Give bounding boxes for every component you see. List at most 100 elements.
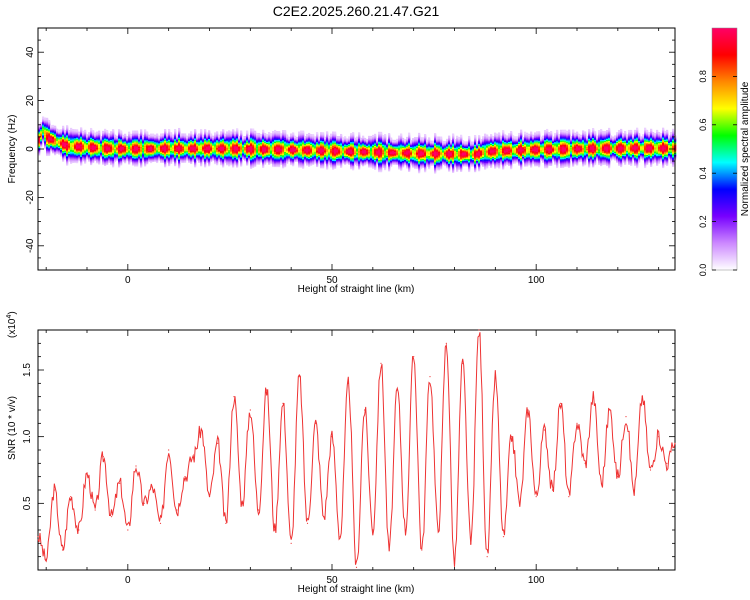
spectrogram-cell [250, 128, 253, 131]
spectrogram-cell [112, 129, 115, 132]
spectrogram-cell [370, 135, 373, 139]
spectrogram-cell [242, 135, 245, 139]
spectrogram-cell [130, 133, 133, 137]
spectrogram-cell [308, 132, 311, 136]
spectrogram-cell [118, 129, 121, 132]
spectrogram-cell [58, 129, 61, 132]
spectrogram-cell [148, 134, 151, 137]
spectrogram-cell [78, 131, 81, 134]
spectrogram-cell [50, 125, 53, 128]
spectrogram-cell [48, 119, 51, 123]
spectrogram-cell [290, 133, 293, 136]
spectrogram-cell [324, 136, 327, 139]
spectrogram-cell [206, 132, 209, 135]
spectrogram-cell [120, 130, 123, 133]
spectrogram-cell [140, 129, 143, 132]
spectrogram-cell [356, 136, 359, 139]
spectrogram-cell [238, 135, 241, 139]
spectrogram-cell [134, 130, 137, 133]
spectrogram-cell [72, 129, 75, 132]
spectrogram-cells [38, 116, 677, 174]
spectrogram-cell [226, 131, 229, 134]
spectrogram-cell [282, 130, 285, 133]
spectrogram-cell [276, 131, 279, 134]
spectrogram-cell [230, 131, 233, 134]
spectrogram-cell [54, 125, 57, 129]
spectrogram-cell [346, 138, 349, 141]
spectrogram-cell [88, 132, 91, 135]
spectrogram-cell [182, 133, 185, 136]
spectrogram-cell [92, 130, 95, 133]
spectrogram-cell [256, 132, 259, 136]
spectrogram-cell [104, 128, 107, 132]
spectrogram-cell [288, 136, 291, 139]
spectrogram-cell [114, 134, 117, 137]
spectrogram-cell [178, 127, 181, 131]
spectrogram-cell [362, 135, 365, 138]
spectrogram-cell [122, 134, 125, 138]
spectrogram-cell [244, 136, 247, 139]
spectrogram-cell [136, 130, 139, 133]
spectrogram-cell [152, 133, 155, 136]
spectrogram-cell [164, 129, 167, 132]
spectrogram-cell [160, 133, 163, 136]
spectrogram-cell [46, 117, 49, 121]
spectrogram-cell [212, 135, 215, 139]
spectrogram-cell [390, 137, 393, 140]
spectrogram-cell [344, 136, 347, 139]
spectrogram-cell [202, 134, 205, 137]
spectrogram-cell [80, 127, 83, 130]
spectrogram-cell [334, 131, 337, 134]
spectrogram-cell [96, 131, 99, 134]
spectrogram-cell [42, 116, 45, 119]
spectrogram-cell [298, 131, 301, 134]
spectrogram-cell [84, 129, 87, 133]
spectrogram-cell [292, 132, 295, 135]
spectrogram-cell [378, 131, 381, 135]
spectrogram-cell [388, 133, 391, 136]
spectrogram-cell [174, 129, 177, 132]
spectrogram-cell [332, 131, 335, 134]
spectrogram-cell [94, 132, 97, 135]
spectrogram-cell [272, 130, 275, 134]
spectrogram-cell [144, 129, 147, 132]
spectrogram-cell [310, 134, 313, 137]
spectrogram-cell [280, 133, 283, 136]
spectrogram-cell [86, 134, 89, 137]
spectrogram-cell [44, 117, 47, 120]
spectrogram-cell [252, 128, 255, 131]
spectrogram-cell [366, 139, 369, 142]
spectrogram-cell [318, 136, 321, 139]
spectrogram-cell [176, 134, 179, 137]
spectrogram-cell [358, 132, 361, 135]
spectrogram-cell [220, 131, 223, 134]
spectrogram-cell [278, 131, 281, 134]
spectrogram-cell [194, 129, 197, 132]
spectrogram-cell [102, 130, 105, 134]
spectrogram-cell [70, 127, 73, 131]
spectrogram-cell [68, 129, 71, 133]
chart-title: C2E2.2025.260.21.47.G21 [273, 3, 440, 19]
spectrogram-cell [376, 138, 379, 141]
spectrogram-cell [234, 131, 237, 134]
spectrogram-cell [190, 131, 193, 134]
spectrogram-cell [108, 133, 111, 136]
spectrogram-cell [320, 132, 323, 135]
spectrogram-cell [306, 133, 309, 137]
spectrogram-cell [270, 133, 273, 136]
spectrogram-cell [302, 130, 305, 133]
spectrogram-cell [304, 136, 307, 139]
spectrogram-cell [204, 129, 207, 132]
spectrogram-cell [316, 132, 319, 135]
spectrogram-cell [218, 134, 221, 137]
spectrogram-cell [170, 132, 173, 135]
spectrogram-cell [56, 128, 59, 132]
spectrogram-cell [184, 133, 187, 136]
spectrogram-cell [146, 131, 149, 134]
spectrogram-cell [368, 135, 371, 139]
spectrogram-cell [198, 133, 201, 136]
spectrogram-cell [352, 132, 355, 135]
spectrogram-cell [138, 133, 141, 137]
spectrogram-cell [284, 130, 287, 133]
